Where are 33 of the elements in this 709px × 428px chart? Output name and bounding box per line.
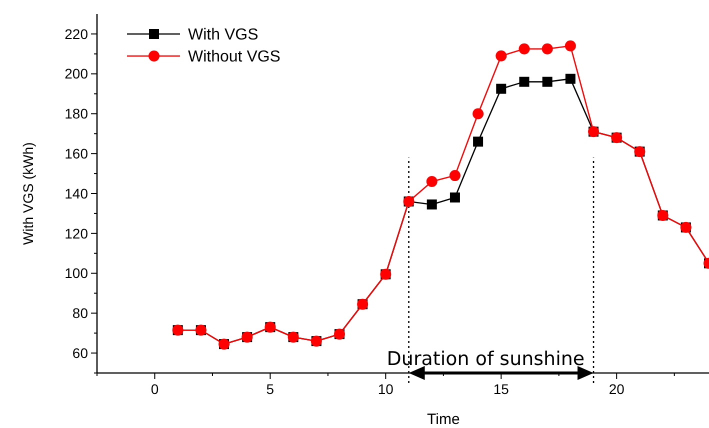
legend-label: With VGS [188, 26, 258, 44]
point [496, 84, 506, 94]
annotation: Duration of sunshine [386, 348, 585, 370]
legend-label: Without VGS [188, 48, 280, 66]
x-tick-label: 5 [266, 381, 274, 397]
x-tick-label: 10 [378, 381, 394, 397]
point [426, 199, 437, 210]
x-axis-title: Time [427, 411, 460, 428]
y-tick-label: 140 [64, 185, 88, 202]
point [449, 170, 460, 182]
x-tick-label: 20 [608, 381, 625, 397]
point [473, 136, 484, 147]
y-tick-label: 100 [64, 265, 88, 282]
point [565, 74, 576, 84]
point [519, 76, 530, 87]
y-tick-label: 120 [64, 225, 88, 242]
x-tick-label: 15 [493, 381, 510, 397]
y-tick-label: 60 [72, 344, 88, 361]
x-tick-label: 0 [150, 381, 159, 397]
point [542, 76, 552, 87]
y-tick-label: 160 [64, 146, 88, 162]
y-tick-label: 200 [64, 66, 88, 82]
point [542, 43, 553, 54]
y-tick-label: 180 [64, 106, 88, 122]
y-axis-title: With VGS (kWh) [20, 142, 36, 245]
y-tick-label: 80 [72, 305, 88, 322]
point [426, 176, 438, 188]
point [518, 43, 530, 54]
point [564, 40, 576, 52]
point [450, 192, 460, 202]
y-tick-label: 220 [64, 26, 88, 42]
point [496, 50, 507, 62]
point [472, 108, 484, 120]
